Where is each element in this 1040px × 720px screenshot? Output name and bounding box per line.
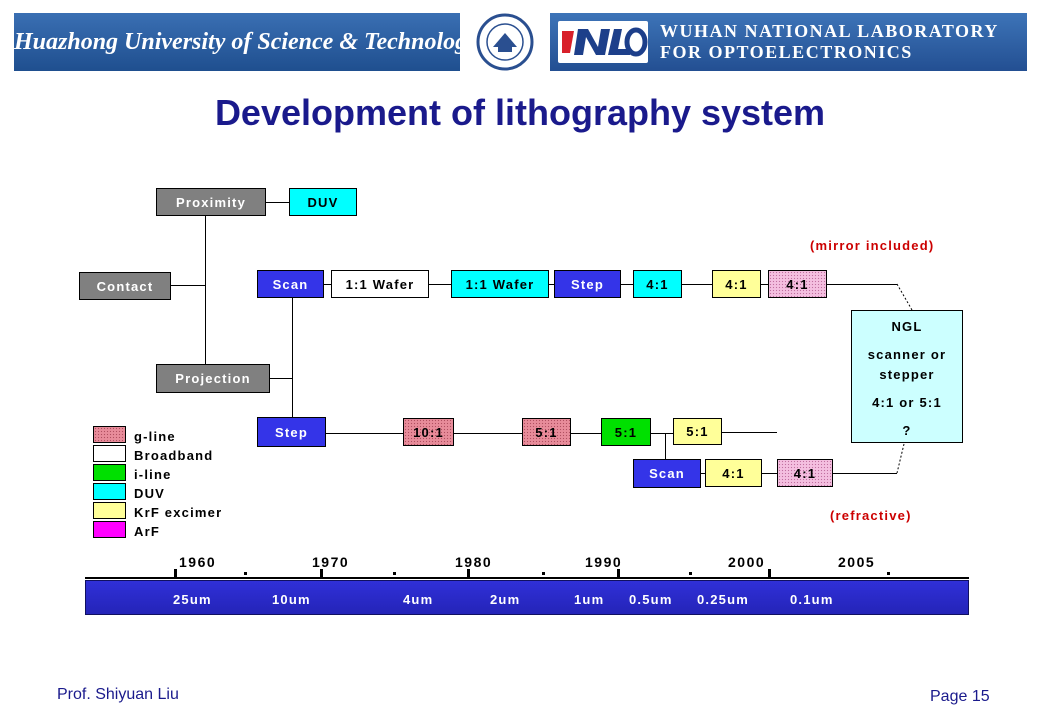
tick-1975 (393, 572, 396, 575)
node-1um: 1um (574, 592, 605, 607)
refractive-note: (refractive) (830, 508, 912, 523)
university-name: Huazhong University of Science & Technol… (14, 29, 478, 55)
legend-label-g-line: g-line (134, 429, 176, 444)
legend-label-broadband: Broadband (134, 448, 214, 463)
ratio-10-1-box: 10:1 (403, 418, 454, 446)
node-0-5um: 0.5um (629, 592, 673, 607)
ratio-arf-box: 4:1 (768, 270, 827, 298)
ngl-line1: scanner or (867, 347, 947, 362)
year-1970: 1970 (312, 554, 350, 570)
tick-1995 (689, 572, 692, 575)
ngl-line4: ? (902, 423, 912, 438)
node-0-25um: 0.25um (697, 592, 750, 607)
university-seal-logo (466, 13, 544, 71)
legend-label-i-line: i-line (134, 467, 172, 482)
legend-swatch-broadband (93, 445, 126, 462)
ratio-5-1-yellow-box: 5:1 (673, 418, 722, 445)
step-top-box: Step (554, 270, 621, 298)
ratio-5-1-pink-box: 5:1 (522, 418, 571, 446)
resolution-bar (85, 580, 969, 615)
proximity-duv-box: DUV (289, 188, 357, 216)
scan-bottom-box: Scan (633, 459, 701, 488)
lab-name-line1: WUHAN NATIONAL LABORATORY (660, 21, 999, 41)
ratio-cyan-box: 4:1 (633, 270, 682, 298)
projection-box: Projection (156, 364, 270, 393)
tick-1980 (467, 569, 470, 578)
tick-2005 (887, 572, 890, 575)
lab-banner: WUHAN NATIONAL LABORATORY FOR OPTOELECTR… (550, 13, 1027, 71)
legend-label-duv: DUV (134, 486, 166, 501)
node-25um: 25um (173, 592, 212, 607)
contact-box: Contact (79, 272, 171, 300)
year-2005: 2005 (838, 554, 876, 570)
lab-name: WUHAN NATIONAL LABORATORY FOR OPTOELECTR… (660, 21, 999, 63)
scan-ratio-yellow-box: 4:1 (705, 459, 762, 487)
lab-name-line2: FOR OPTOELECTRONICS (660, 42, 913, 62)
scan-ratio-arf-box: 4:1 (777, 459, 833, 487)
node-10um: 10um (272, 592, 311, 607)
legend-swatch-duv (93, 483, 126, 500)
tick-1965 (244, 572, 247, 575)
tick-1985 (542, 572, 545, 575)
tick-1960 (174, 569, 177, 578)
legend-swatch-krf (93, 502, 126, 519)
node-4um: 4um (403, 592, 434, 607)
year-1980: 1980 (455, 554, 493, 570)
node-0-1um: 0.1um (790, 592, 834, 607)
step-bottom-box: Step (257, 417, 326, 447)
node-2um: 2um (490, 592, 521, 607)
proximity-box: Proximity (156, 188, 266, 216)
ngl-box: NGL scanner or stepper 4:1 or 5:1 ? (851, 310, 963, 443)
ngl-line2: stepper (879, 367, 935, 382)
legend-label-arf: ArF (134, 524, 160, 539)
timeline-axis (85, 577, 969, 579)
year-2000: 2000 (728, 554, 766, 570)
page-title: Development of lithography system (214, 92, 826, 133)
scan-top-box: Scan (257, 270, 324, 298)
university-banner: Huazhong University of Science & Technol… (14, 13, 478, 71)
year-1990: 1990 (585, 554, 623, 570)
legend-swatch-arf (93, 521, 126, 538)
wafer-white-box: 1:1 Wafer (331, 270, 429, 298)
legend-swatch-g-line (93, 426, 126, 443)
author-footer: Prof. Shiyuan Liu (57, 686, 179, 703)
ratio-yellow-box: 4:1 (712, 270, 761, 298)
ngl-line3: 4:1 or 5:1 (872, 395, 942, 410)
tick-1990 (617, 569, 620, 578)
ratio-5-1-green-box: 5:1 (601, 418, 651, 446)
nlo-logo (558, 21, 648, 63)
legend-label-krf: KrF excimer (134, 505, 223, 520)
ngl-title: NGL (891, 319, 923, 334)
wafer-cyan-box: 1:1 Wafer (451, 270, 549, 298)
page-number: Page 15 (930, 688, 990, 705)
mirror-note: (mirror included) (810, 238, 935, 253)
tick-1970 (320, 569, 323, 578)
year-1960: 1960 (179, 554, 217, 570)
legend-swatch-i-line (93, 464, 126, 481)
tick-2000 (768, 569, 771, 578)
